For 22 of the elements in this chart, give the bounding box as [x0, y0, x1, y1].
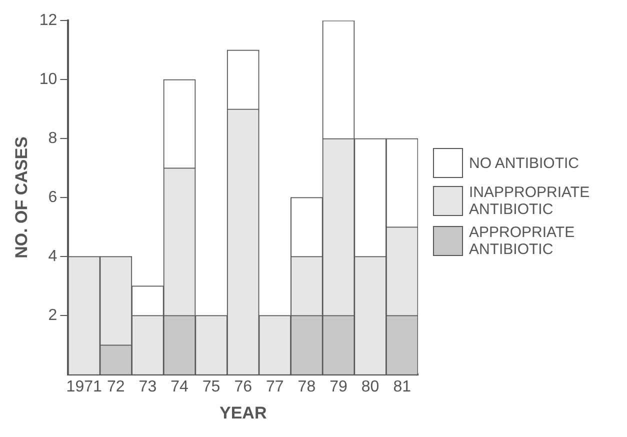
y-tick-label: 4 [48, 248, 58, 265]
x-tick-label: 1971 [66, 378, 102, 396]
y-tick-label: 6 [48, 188, 58, 206]
y-axis-title: NO. OF CASES [12, 136, 31, 258]
legend-label: APPROPRIATE ANTIBIOTIC [469, 224, 576, 258]
x-tick-label: 78 [298, 378, 316, 396]
text: NO ANTIBIOTIC [469, 154, 580, 172]
y-tick-label: 12 [39, 12, 58, 30]
x-tick-label: 79 [330, 378, 348, 396]
legend-label: INAPPROPRIATE ANTIBIOTIC [469, 184, 591, 218]
x-tick-label: 76 [234, 378, 252, 396]
y-tick-label: 10 [39, 70, 58, 88]
y-tick-label: 2 [48, 306, 58, 324]
x-tick-label: 74 [170, 378, 188, 396]
x-tick-label: 73 [138, 378, 157, 396]
x-tick-label: 72 [107, 378, 125, 396]
x-tick-label: 75 [202, 378, 220, 396]
x-tick-label: 81 [393, 378, 412, 396]
x-tick-label: 77 [266, 378, 284, 396]
x-tick-label: 80 [361, 378, 380, 396]
x-axis-title: YEAR [219, 403, 267, 422]
y-tick-label: 8 [48, 130, 58, 147]
